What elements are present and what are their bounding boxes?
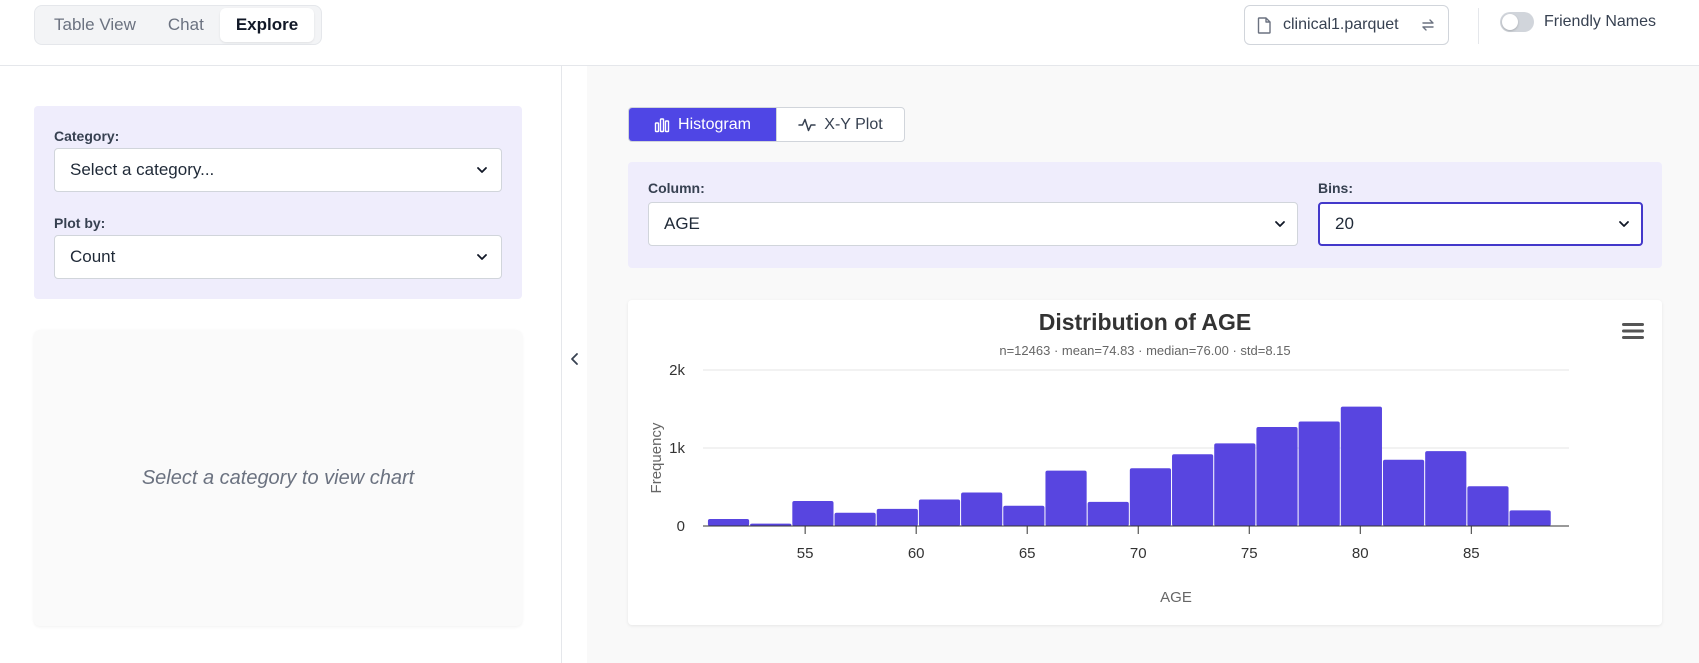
swap-icon bbox=[1422, 19, 1434, 31]
view-tabs: Table View Chat Explore bbox=[34, 5, 322, 45]
histogram-bar[interactable] bbox=[1298, 421, 1340, 526]
x-tick-label: 85 bbox=[1463, 545, 1480, 562]
tab-xy-plot-label: X-Y Plot bbox=[824, 115, 883, 133]
y-tick-label: 1k bbox=[669, 440, 685, 457]
category-label: Category: bbox=[54, 128, 120, 144]
header-divider bbox=[1478, 8, 1479, 44]
tab-explore[interactable]: Explore bbox=[219, 8, 315, 42]
toggle-knob bbox=[1502, 14, 1518, 30]
histogram-bar[interactable] bbox=[1425, 451, 1467, 526]
y-axis-label: Frequency bbox=[648, 422, 665, 493]
histogram-bar[interactable] bbox=[707, 518, 750, 526]
category-controls: Category: Select a category... Plot by: … bbox=[34, 106, 522, 299]
file-selector-button[interactable]: clinical1.parquet bbox=[1244, 5, 1449, 45]
tab-histogram-label: Histogram bbox=[678, 115, 751, 133]
category-panel: Category: Select a category... Plot by: … bbox=[0, 66, 562, 663]
chart-menu-icon[interactable] bbox=[1622, 322, 1644, 340]
histogram-bar[interactable] bbox=[1382, 459, 1425, 526]
bar-chart-icon bbox=[654, 117, 670, 132]
chart-title: Distribution of AGE bbox=[1039, 309, 1252, 335]
column-select-value: AGE bbox=[664, 214, 700, 233]
file-name: clinical1.parquet bbox=[1283, 16, 1399, 33]
plot-by-label: Plot by: bbox=[54, 215, 106, 231]
x-tick-label: 55 bbox=[797, 545, 814, 562]
histogram-bar[interactable] bbox=[1214, 443, 1256, 526]
histogram-bar[interactable] bbox=[792, 501, 834, 526]
app-header: Table View Chat Explore clinical1.parque… bbox=[0, 0, 1699, 66]
friendly-names-label: Friendly Names bbox=[1544, 13, 1657, 30]
chevron-down-icon bbox=[477, 254, 487, 260]
chart-subtitle: n=12463 · mean=74.83 · median=76.00 · st… bbox=[999, 343, 1290, 358]
histogram-bar[interactable] bbox=[1003, 505, 1045, 526]
histogram-bar[interactable] bbox=[834, 512, 876, 526]
tab-chat[interactable]: Chat bbox=[167, 15, 204, 34]
friendly-names-toggle[interactable] bbox=[1500, 12, 1534, 32]
file-icon bbox=[1257, 16, 1271, 34]
bins-select-value: 20 bbox=[1335, 214, 1354, 233]
histogram-bar[interactable] bbox=[1509, 510, 1551, 526]
histogram-chart-card: Distribution of AGE n=12463 · mean=74.83… bbox=[628, 300, 1662, 625]
y-tick-label: 0 bbox=[677, 518, 685, 535]
bins-label: Bins: bbox=[1318, 180, 1353, 196]
category-chart-placeholder: Select a category to view chart bbox=[34, 330, 522, 626]
histogram-bar[interactable] bbox=[1340, 406, 1382, 526]
histogram-bar[interactable] bbox=[1467, 486, 1509, 526]
histogram-bar[interactable] bbox=[750, 523, 792, 526]
tab-xy-plot[interactable]: X-Y Plot bbox=[776, 108, 904, 141]
histogram-bar[interactable] bbox=[1256, 426, 1298, 526]
chevron-down-icon bbox=[477, 167, 487, 173]
chevron-down-icon bbox=[1275, 221, 1285, 227]
histogram-bar[interactable] bbox=[961, 492, 1003, 526]
empty-message: Select a category to view chart bbox=[141, 466, 415, 489]
x-tick-label: 60 bbox=[908, 545, 925, 562]
x-tick-label: 80 bbox=[1352, 545, 1369, 562]
histogram-bar[interactable] bbox=[1087, 501, 1129, 526]
histogram-bar[interactable] bbox=[1045, 470, 1087, 526]
tab-table-view[interactable]: Table View bbox=[54, 15, 136, 34]
column-select[interactable]: AGE bbox=[648, 202, 1298, 246]
x-tick-label: 75 bbox=[1241, 545, 1258, 562]
x-tick-label: 65 bbox=[1019, 545, 1036, 562]
explore-panel: Histogram X-Y Plot Column: AGE Bins: 20 … bbox=[587, 66, 1699, 663]
x-axis-label: AGE bbox=[1160, 589, 1192, 606]
y-tick-label: 2k bbox=[669, 362, 685, 379]
column-label: Column: bbox=[648, 180, 705, 196]
collapse-panel-icon[interactable] bbox=[566, 350, 584, 368]
histogram-bar[interactable] bbox=[876, 508, 918, 526]
category-select[interactable]: Select a category... bbox=[54, 148, 502, 192]
histogram-chart: Distribution of AGE n=12463 · mean=74.83… bbox=[648, 309, 1569, 606]
plot-by-select[interactable]: Count bbox=[54, 235, 502, 279]
bins-select[interactable]: 20 bbox=[1318, 202, 1643, 246]
tab-histogram[interactable]: Histogram bbox=[629, 108, 776, 141]
histogram-bar[interactable] bbox=[918, 499, 961, 526]
friendly-names-control: Friendly Names bbox=[1500, 12, 1656, 32]
histogram-bar[interactable] bbox=[1172, 454, 1214, 526]
histogram-controls: Column: AGE Bins: 20 bbox=[628, 162, 1662, 268]
line-chart-icon bbox=[798, 118, 817, 131]
chevron-down-icon bbox=[1619, 221, 1629, 227]
x-tick-label: 70 bbox=[1130, 545, 1147, 562]
histogram-bar[interactable] bbox=[1129, 468, 1172, 526]
plot-by-select-value: Count bbox=[70, 247, 116, 266]
category-select-value: Select a category... bbox=[70, 160, 215, 179]
plot-type-tabs: Histogram X-Y Plot bbox=[628, 107, 905, 142]
